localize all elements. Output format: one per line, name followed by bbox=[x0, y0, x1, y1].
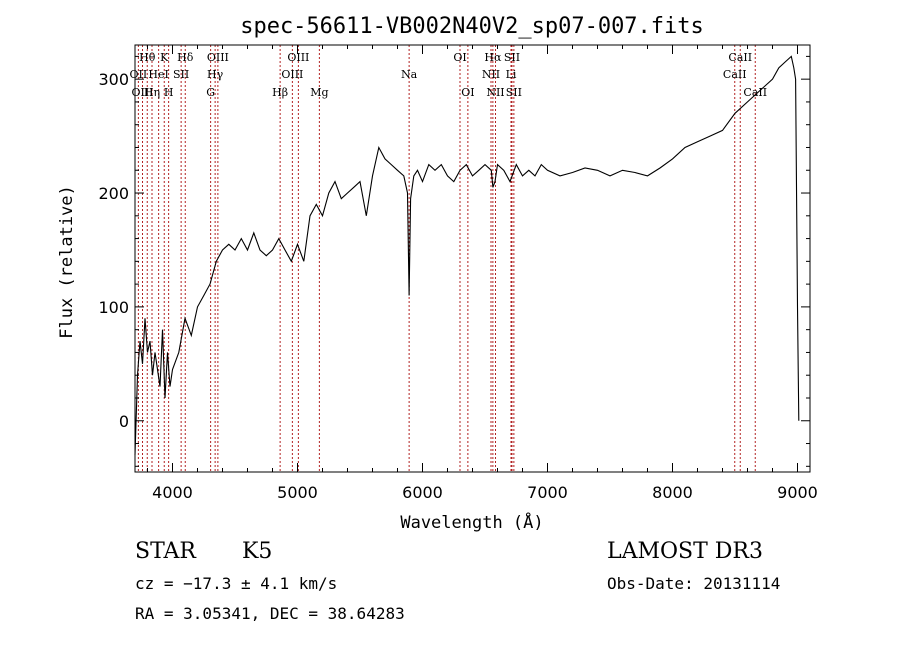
spectral-line-label: NII bbox=[486, 86, 504, 99]
spectral-line-label: SII bbox=[506, 86, 522, 99]
spectral-line-label: NII bbox=[482, 68, 500, 81]
spectral-line-label: HeI bbox=[148, 68, 168, 81]
x-tick-label: 6000 bbox=[402, 483, 443, 502]
spectral-line-label: OII bbox=[130, 68, 148, 81]
spectral-line-label: Hγ bbox=[207, 68, 224, 81]
survey-name: LAMOST DR3 bbox=[607, 539, 763, 564]
spectral-line-label: G bbox=[206, 86, 215, 99]
y-axis-label: Flux (relative) bbox=[57, 185, 77, 339]
chart-title: spec-56611-VB002N40V2_sp07-007.fits bbox=[240, 14, 704, 39]
x-tick-label: 8000 bbox=[652, 483, 693, 502]
spectral-line-label: OIII bbox=[281, 68, 303, 81]
spectral-line-label: OIII bbox=[207, 51, 229, 64]
y-tick-label: 0 bbox=[119, 412, 129, 431]
spectral-line-label: Hα bbox=[484, 51, 502, 64]
spectral-line-label: CaII bbox=[723, 68, 747, 81]
spectral-line-label: CaII bbox=[728, 51, 752, 64]
x-tick-label: 9000 bbox=[777, 483, 818, 502]
spectral-line-label: Hη bbox=[144, 86, 160, 99]
x-axis-label: Wavelength (Å) bbox=[400, 511, 543, 533]
spectral-line-label: OIII bbox=[287, 51, 309, 64]
object-class: STAR bbox=[135, 539, 196, 564]
spectral-line-label: OI bbox=[453, 51, 466, 64]
spectral-line-label: OI bbox=[461, 86, 474, 99]
spectral-line-label: Li bbox=[506, 68, 517, 81]
redshift-cz: cz = −17.3 ± 4.1 km/s bbox=[135, 574, 338, 593]
spectral-line-label: Hβ bbox=[272, 86, 288, 99]
object-subclass: K5 bbox=[242, 539, 273, 564]
spectrum-line bbox=[134, 55, 800, 455]
x-tick-label: 5000 bbox=[277, 483, 318, 502]
spectral-line-label: Hδ bbox=[177, 51, 194, 64]
x-tick-label: 4000 bbox=[152, 483, 193, 502]
spectral-line-label: SII bbox=[504, 51, 520, 64]
spectral-line-label: Na bbox=[401, 68, 418, 81]
spectral-line-label: OIII bbox=[131, 86, 153, 99]
spectral-line-label: SII bbox=[173, 68, 189, 81]
plot-frame bbox=[134, 44, 811, 473]
coordinates: RA = 3.05341, DEC = 38.64283 bbox=[135, 604, 405, 623]
spectral-line-label: H bbox=[164, 86, 174, 99]
y-tick-label: 300 bbox=[98, 70, 129, 89]
spectral-line-label: Mg bbox=[310, 86, 328, 99]
y-tick-label: 100 bbox=[98, 298, 129, 317]
observation-date: Obs-Date: 20131114 bbox=[607, 574, 781, 593]
y-tick-label: 200 bbox=[98, 184, 129, 203]
x-tick-label: 7000 bbox=[527, 483, 568, 502]
spectral-line-label: K bbox=[160, 51, 169, 64]
spectral-line-label: Hθ bbox=[139, 51, 156, 64]
